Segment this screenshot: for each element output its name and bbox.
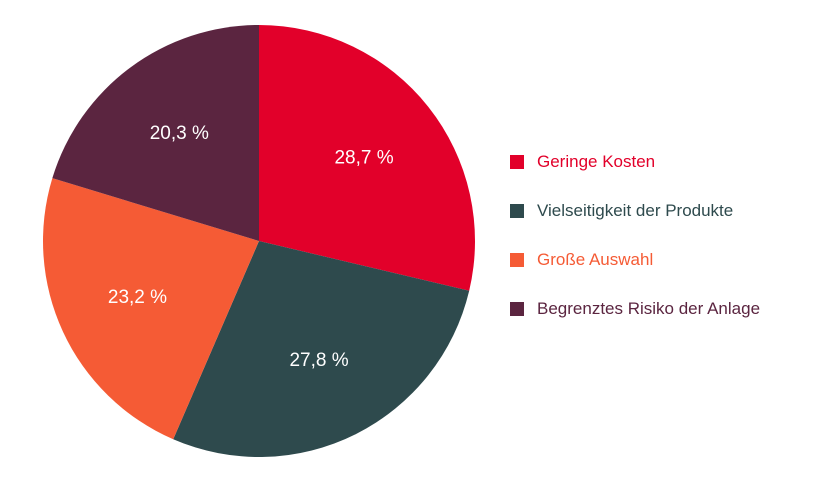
slice-value-label: 27,8 % [289, 350, 348, 371]
pie-slice-geringe-kosten [259, 25, 475, 291]
slice-value-label: 20,3 % [150, 123, 209, 144]
legend-swatch [510, 253, 524, 267]
slice-value-label: 28,7 % [334, 147, 393, 168]
legend-swatch [510, 302, 524, 316]
legend-label: Große Auswahl [537, 250, 654, 269]
legend: Geringe Kosten Vielseitigkeit der Produk… [510, 150, 760, 321]
pie-slice-gro-e-auswahl [42, 178, 260, 440]
legend-item-geringe-kosten: Geringe Kosten [510, 150, 760, 174]
pie-slice-begrenztes-risiko-der-anlage [52, 25, 260, 241]
pie-slice-vielseitigkeit-der-produkte [173, 241, 470, 457]
legend-item-begrenztes-risiko: Begrenztes Risiko der Anlage [510, 297, 760, 321]
legend-item-grosse-auswahl: Große Auswahl [510, 248, 760, 272]
legend-label: Vielseitigkeit der Produkte [537, 201, 734, 220]
slice-value-label: 23,2 % [108, 287, 167, 308]
legend-swatch [510, 155, 524, 169]
legend-item-vielseitigkeit: Vielseitigkeit der Produkte [510, 199, 760, 223]
legend-label: Geringe Kosten [537, 152, 656, 171]
legend-label: Begrenztes Risiko der Anlage [537, 299, 761, 318]
legend-swatch [510, 204, 524, 218]
